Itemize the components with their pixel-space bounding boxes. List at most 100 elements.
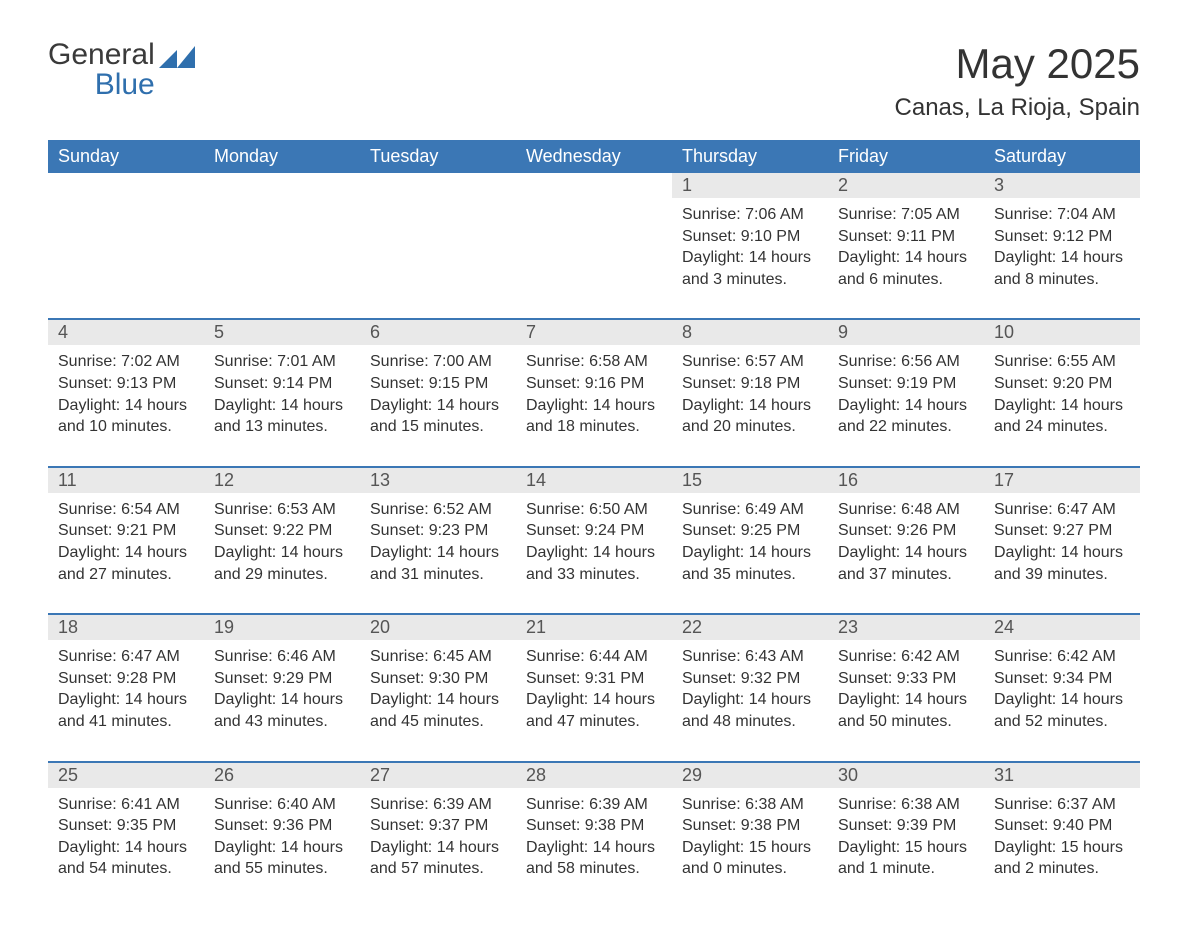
daylight-line-2: and 52 minutes. [994, 711, 1130, 733]
sunrise-value: 6:42 AM [1057, 648, 1116, 665]
sunset-value: 9:21 PM [117, 522, 177, 539]
sunset-value: 9:18 PM [741, 375, 801, 392]
logo-text-blue: Blue [48, 70, 155, 100]
daylight-line-1: Daylight: 14 hours [214, 395, 350, 417]
calendar-cell: . [360, 173, 516, 319]
calendar-cell: 7Sunrise: 6:58 AMSunset: 9:16 PMDaylight… [516, 319, 672, 466]
sunset-value: 9:23 PM [429, 522, 489, 539]
sunrise-value: 6:42 AM [901, 648, 960, 665]
daylight-value-1: 14 hours [749, 544, 811, 561]
sunrise-line: Sunrise: 7:00 AM [370, 351, 506, 373]
sunset-line: Sunset: 9:34 PM [994, 668, 1130, 690]
daylight-value-1: 14 hours [281, 544, 343, 561]
calendar-cell: 13Sunrise: 6:52 AMSunset: 9:23 PMDayligh… [360, 467, 516, 614]
sunset-line: Sunset: 9:12 PM [994, 226, 1130, 248]
daylight-line-1: Daylight: 14 hours [58, 542, 194, 564]
sunrise-line: Sunrise: 6:49 AM [682, 499, 818, 521]
daylight-line-2: and 55 minutes. [214, 858, 350, 880]
day-number: 16 [828, 468, 984, 493]
day-number: 5 [204, 320, 360, 345]
sunrise-line: Sunrise: 6:54 AM [58, 499, 194, 521]
sunrise-line: Sunrise: 6:47 AM [58, 646, 194, 668]
sunrise-value: 6:57 AM [745, 353, 804, 370]
day-body: Sunrise: 6:52 AMSunset: 9:23 PMDaylight:… [360, 493, 516, 613]
sunset-line: Sunset: 9:10 PM [682, 226, 818, 248]
sunset-line: Sunset: 9:16 PM [526, 373, 662, 395]
sunrise-value: 6:58 AM [589, 353, 648, 370]
daylight-value-1: 15 hours [749, 839, 811, 856]
day-number: 29 [672, 763, 828, 788]
daylight-line-1: Daylight: 14 hours [994, 395, 1130, 417]
sunrise-line: Sunrise: 6:50 AM [526, 499, 662, 521]
sunrise-value: 7:05 AM [901, 206, 960, 223]
calendar-cell: . [516, 173, 672, 319]
sunrise-value: 7:02 AM [121, 353, 180, 370]
day-body: Sunrise: 6:41 AMSunset: 9:35 PMDaylight:… [48, 788, 204, 908]
day-body: Sunrise: 6:46 AMSunset: 9:29 PMDaylight:… [204, 640, 360, 760]
daylight-value-1: 14 hours [905, 397, 967, 414]
day-body: Sunrise: 6:58 AMSunset: 9:16 PMDaylight:… [516, 345, 672, 465]
sunrise-value: 6:56 AM [901, 353, 960, 370]
daylight-line-1: Daylight: 14 hours [682, 689, 818, 711]
calendar-cell: 3Sunrise: 7:04 AMSunset: 9:12 PMDaylight… [984, 173, 1140, 319]
sunset-value: 9:26 PM [897, 522, 957, 539]
sunset-value: 9:20 PM [1053, 375, 1113, 392]
sunset-line: Sunset: 9:15 PM [370, 373, 506, 395]
daylight-line-2: and 48 minutes. [682, 711, 818, 733]
sunrise-value: 6:37 AM [1057, 796, 1116, 813]
daylight-line-2: and 50 minutes. [838, 711, 974, 733]
sunset-value: 9:37 PM [429, 817, 489, 834]
sunrise-line: Sunrise: 6:39 AM [526, 794, 662, 816]
daylight-line-2: and 22 minutes. [838, 416, 974, 438]
sunset-line: Sunset: 9:38 PM [682, 815, 818, 837]
sunrise-line: Sunrise: 7:02 AM [58, 351, 194, 373]
daylight-value-1: 14 hours [437, 397, 499, 414]
sunrise-value: 6:38 AM [901, 796, 960, 813]
day-number: 17 [984, 468, 1140, 493]
sunset-line: Sunset: 9:40 PM [994, 815, 1130, 837]
daylight-line-1: Daylight: 14 hours [994, 247, 1130, 269]
sunset-line: Sunset: 9:29 PM [214, 668, 350, 690]
daylight-line-2: and 41 minutes. [58, 711, 194, 733]
daylight-line-2: and 13 minutes. [214, 416, 350, 438]
day-number: 25 [48, 763, 204, 788]
daylight-line-1: Daylight: 14 hours [682, 542, 818, 564]
daylight-value-1: 14 hours [437, 691, 499, 708]
calendar-table: SundayMondayTuesdayWednesdayThursdayFrid… [48, 140, 1140, 908]
location-text: Canas, La Rioja, Spain [895, 94, 1140, 122]
sunset-value: 9:38 PM [741, 817, 801, 834]
calendar-cell: 4Sunrise: 7:02 AMSunset: 9:13 PMDaylight… [48, 319, 204, 466]
day-number: 26 [204, 763, 360, 788]
sunset-line: Sunset: 9:37 PM [370, 815, 506, 837]
sunset-line: Sunset: 9:28 PM [58, 668, 194, 690]
calendar-header-row: SundayMondayTuesdayWednesdayThursdayFrid… [48, 140, 1140, 173]
logo: General Blue [48, 40, 195, 100]
daylight-line-1: Daylight: 14 hours [370, 689, 506, 711]
day-number: 2 [828, 173, 984, 198]
daylight-line-1: Daylight: 15 hours [682, 837, 818, 859]
calendar-cell: 9Sunrise: 6:56 AMSunset: 9:19 PMDaylight… [828, 319, 984, 466]
sunrise-value: 6:54 AM [121, 501, 180, 518]
daylight-line-2: and 43 minutes. [214, 711, 350, 733]
daylight-line-1: Daylight: 15 hours [838, 837, 974, 859]
sunrise-line: Sunrise: 6:40 AM [214, 794, 350, 816]
sunrise-value: 6:47 AM [121, 648, 180, 665]
day-number: 15 [672, 468, 828, 493]
daylight-line-2: and 57 minutes. [370, 858, 506, 880]
day-header: Monday [204, 140, 360, 173]
sunset-line: Sunset: 9:39 PM [838, 815, 974, 837]
daylight-line-2: and 39 minutes. [994, 564, 1130, 586]
calendar-week-row: 4Sunrise: 7:02 AMSunset: 9:13 PMDaylight… [48, 319, 1140, 466]
sunset-value: 9:15 PM [429, 375, 489, 392]
day-body: Sunrise: 6:42 AMSunset: 9:33 PMDaylight:… [828, 640, 984, 760]
day-header: Thursday [672, 140, 828, 173]
daylight-line-1: Daylight: 14 hours [58, 395, 194, 417]
daylight-line-1: Daylight: 14 hours [370, 542, 506, 564]
daylight-value-1: 14 hours [437, 839, 499, 856]
sunset-value: 9:29 PM [273, 670, 333, 687]
sunset-value: 9:19 PM [897, 375, 957, 392]
day-number: 24 [984, 615, 1140, 640]
sunset-value: 9:10 PM [741, 228, 801, 245]
calendar-cell: 1Sunrise: 7:06 AMSunset: 9:10 PMDaylight… [672, 173, 828, 319]
sunrise-line: Sunrise: 6:57 AM [682, 351, 818, 373]
